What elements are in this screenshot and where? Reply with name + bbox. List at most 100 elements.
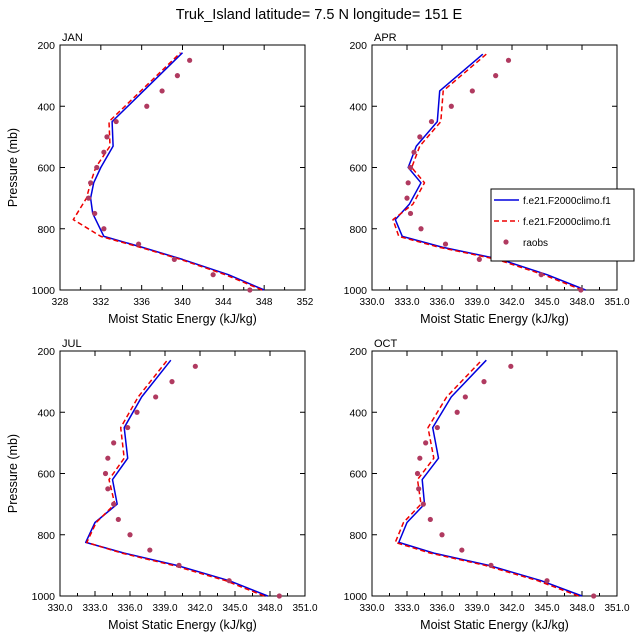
panel-label: OCT [374,338,398,350]
x-tick-label: 336.0 [429,603,454,614]
y-tick-label: 400 [349,101,367,113]
data-point [493,73,499,79]
x-axis-label: Moist Static Energy (kJ/kg) [420,312,569,326]
x-tick-label: 339.0 [152,603,177,614]
data-point [405,180,411,186]
data-point [101,149,107,155]
y-tick-label: 1000 [32,591,56,603]
y-tick-label: 200 [37,346,55,358]
data-point [411,149,417,155]
panel-label: JUL [62,338,82,350]
x-tick-label: 348.0 [569,603,594,614]
y-tick-label: 600 [37,469,55,481]
data-point [544,578,550,584]
y-tick-label: 600 [349,469,367,481]
data-point [136,241,142,247]
x-axis-label: Moist Static Energy (kJ/kg) [108,618,257,632]
figure-title: Truk_Island latitude= 7.5 N longitude= 1… [176,7,463,23]
data-point [417,455,423,461]
data-point [439,532,445,538]
y-tick-label: 800 [37,530,55,542]
panel-label: JAN [62,32,83,44]
data-point [488,562,494,568]
x-tick-label: 328 [52,297,69,308]
x-axis-label: Moist Static Energy (kJ/kg) [108,312,257,326]
y-tick-label: 800 [349,224,367,236]
x-tick-label: 333.0 [82,603,107,614]
data-point [505,57,512,63]
legend-label: raobs [523,238,548,249]
x-tick-label: 351.0 [604,603,629,614]
data-point [459,547,465,553]
data-point [454,409,460,415]
x-tick-label: 342.0 [499,297,524,308]
x-tick-label: 348 [256,297,273,308]
y-tick-label: 1000 [32,285,56,297]
data-point [176,562,182,568]
y-tick-label: 600 [349,163,367,175]
x-tick-label: 351.0 [292,603,317,614]
data-point [111,501,117,507]
data-point [404,195,410,201]
x-tick-label: 348.0 [257,603,282,614]
x-tick-label: 333.0 [394,603,419,614]
data-point [428,118,435,125]
data-point [418,226,424,232]
data-point [420,501,426,507]
x-tick-label: 330.0 [47,603,72,614]
data-point [407,164,414,171]
plot-frame [59,350,306,597]
x-tick-label: 339.0 [464,297,489,308]
data-point [469,88,475,94]
legend: f.e21.F2000climo.f1 f.e21.F2000climo.f1 ra… [490,188,635,262]
data-point [591,593,597,599]
panel-jan: 328 332 336 340 344 348 352 200 400 600 800 1000 JAN… [6,32,314,326]
legend-label: f.e21.F2000climo.f1 [523,196,611,207]
data-point [88,180,94,186]
data-point [276,593,282,599]
x-tick-label: 333.0 [394,297,419,308]
model-line-solid [89,52,265,291]
panel-jul: 330.0 333.0 336.0 339.0 342.0 345.0 348.0 351.0… [6,338,318,632]
data-point [538,272,544,278]
data-point [417,134,423,140]
model-line-solid [398,359,583,597]
panel-apr: 330.0 333.0 336.0 339.0 342.0 345.0 348.0 351.0… [344,32,630,326]
y-tick-label: 400 [349,407,367,419]
data-point [169,379,175,385]
data-point [159,88,165,94]
plot-frame [371,350,618,597]
x-tick-label: 348.0 [569,297,594,308]
data-point [247,287,253,293]
panel-oct: 330.0 333.0 336.0 339.0 342.0 345.0 348.0 351.0… [344,338,630,632]
data-point [174,73,180,79]
data-point [171,256,177,262]
data-point [127,532,133,538]
data-point [578,287,584,293]
x-axis-label: Moist Static Energy (kJ/kg) [420,618,569,632]
x-tick-label: 332 [92,297,109,308]
data-point [226,578,232,584]
data-point [187,57,193,63]
data-point [113,118,119,125]
data-point [125,424,131,431]
x-tick-label: 351.0 [604,297,629,308]
x-tick-label: 336.0 [117,603,142,614]
x-tick-label: 336 [133,297,150,308]
x-tick-label: 336.0 [429,297,454,308]
raobs-markers [414,363,597,599]
data-point [102,470,109,477]
data-point [92,210,98,217]
x-tick-label: 344 [215,297,232,308]
data-point [153,394,159,400]
data-point [104,134,110,140]
x-tick-label: 345.0 [534,297,559,308]
x-tick-label: 342.0 [187,603,212,614]
x-tick-label: 340 [174,297,191,308]
data-point [476,256,482,262]
y-tick-label: 400 [37,407,55,419]
model-line-dashed [86,359,265,597]
y-axis-label: Pressure (mb) [6,128,20,207]
data-point [423,440,429,446]
y-tick-label: 200 [37,40,55,52]
